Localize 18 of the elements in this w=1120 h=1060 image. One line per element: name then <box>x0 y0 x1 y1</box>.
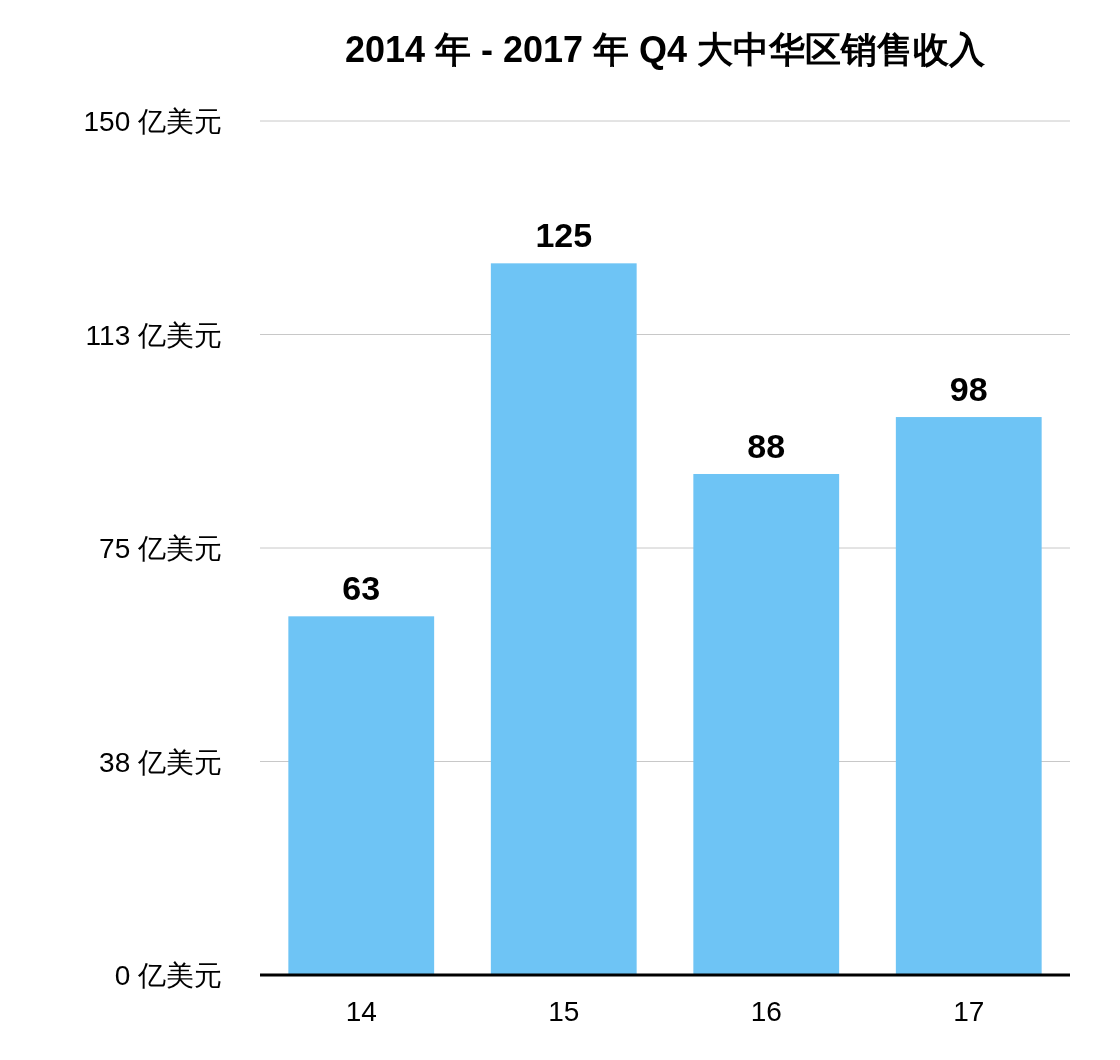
x-tick-label: 16 <box>750 996 782 1027</box>
data-label: 88 <box>747 426 786 465</box>
y-tick-label: 150 亿美元 <box>83 106 222 137</box>
x-tick-label: 15 <box>548 996 580 1027</box>
bar <box>288 616 435 975</box>
data-label: 125 <box>535 216 593 255</box>
bar <box>895 417 1042 975</box>
data-label: 63 <box>342 569 381 608</box>
y-tick-label: 0 亿美元 <box>114 960 222 991</box>
y-tick-label: 38 亿美元 <box>99 746 222 778</box>
x-tick-label: 14 <box>345 996 377 1027</box>
bar <box>693 473 840 975</box>
y-tick-label: 113 亿美元 <box>85 319 222 351</box>
x-tick-label: 17 <box>953 996 985 1027</box>
bar <box>490 263 637 975</box>
data-label: 98 <box>949 370 988 409</box>
chart-title: 2014 年 - 2017 年 Q4 大中华区销售收入 <box>344 29 987 70</box>
y-tick-label: 75 亿美元 <box>99 533 222 564</box>
